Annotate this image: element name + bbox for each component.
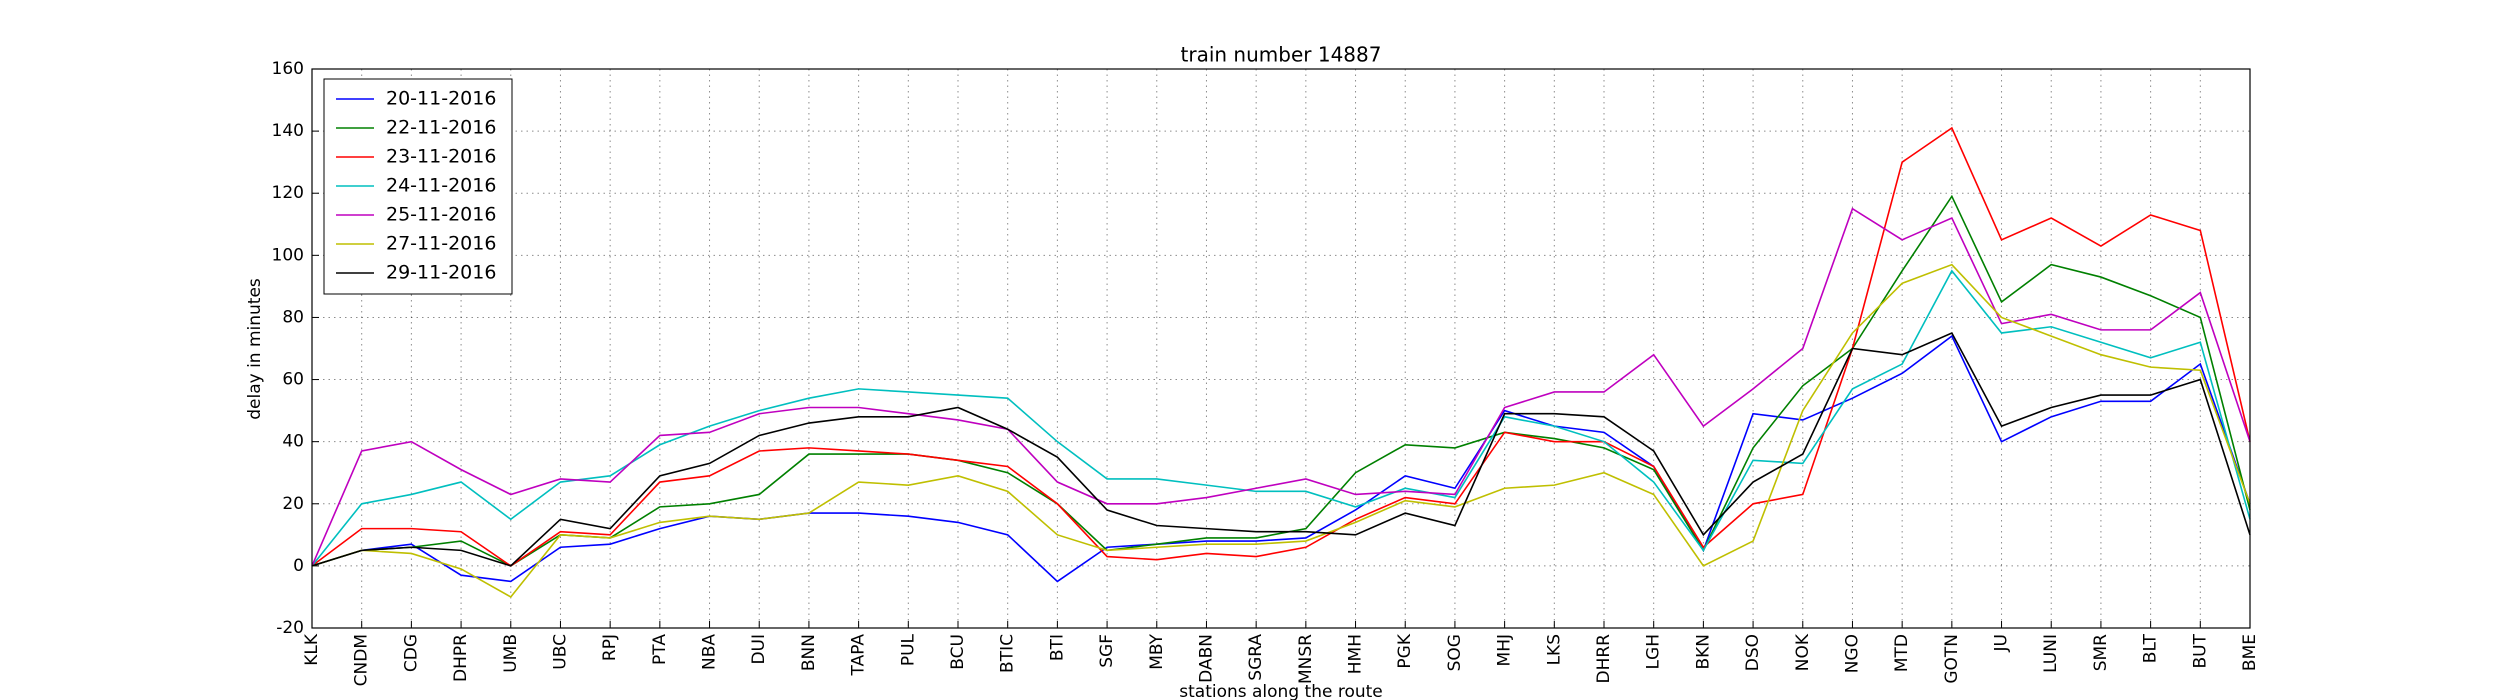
legend-label: 27-11-2016 (386, 233, 496, 255)
y-tick-label: 120 (272, 183, 304, 203)
x-tick-label: SGF (1097, 634, 1117, 668)
x-tick-label: BNN (799, 634, 819, 671)
x-tick-label: DUI (749, 634, 769, 665)
x-tick-label: MHJ (1495, 634, 1515, 666)
legend-label: 24-11-2016 (386, 175, 496, 197)
series-line (311, 207, 2251, 567)
x-tick-label: CNDM (352, 634, 372, 686)
x-tick-label: NOK (1793, 633, 1813, 671)
x-tick-label: BUT (2190, 633, 2210, 668)
y-tick-label: 20 (282, 494, 304, 514)
plot-frame (311, 68, 2251, 629)
x-tick-label: MTD (1892, 634, 1912, 672)
x-tick-label: UBC (550, 634, 570, 670)
x-tick-label: DABN (1196, 634, 1216, 683)
y-axis-label: delay in minutes (245, 278, 265, 420)
legend-label: 20-11-2016 (386, 88, 496, 110)
x-tick-label: TAPA (849, 634, 869, 677)
legend-label: 29-11-2016 (386, 262, 496, 284)
x-tick-label: BCU (948, 634, 968, 670)
x-tick-label: SOG (1445, 634, 1465, 671)
x-tick-label: NBA (700, 634, 720, 670)
x-tick-label: JU (1992, 634, 2012, 652)
x-tick-label: DSO (1743, 634, 1763, 671)
x-tick-label: UMB (501, 634, 521, 673)
x-tick-label: SGRA (1246, 634, 1266, 681)
chart-title: train number 14887 (1181, 43, 1382, 67)
x-tick-label: LGH (1644, 634, 1664, 669)
legend-label: 23-11-2016 (386, 146, 496, 168)
y-tick-label: 0 (293, 556, 304, 576)
series-line (311, 126, 2251, 567)
x-tick-label: LUNI (2041, 634, 2061, 673)
legend-label: 25-11-2016 (386, 204, 496, 226)
x-tick-label: KLK (302, 633, 322, 666)
x-tick-label: PGK (1395, 633, 1415, 668)
series-line (311, 331, 2251, 567)
x-tick-label: BKN (1693, 634, 1713, 670)
x-tick-label: NGO (1842, 634, 1862, 673)
y-tick-label: 40 (282, 432, 304, 452)
series-line (311, 269, 2251, 567)
x-tick-label: HMH (1346, 634, 1366, 674)
x-tick-label: RPJ (600, 634, 620, 661)
y-tick-label: 80 (282, 307, 304, 327)
x-tick-label: PTA (650, 634, 670, 665)
legend-label: 22-11-2016 (386, 117, 496, 139)
x-tick-label: PUL (898, 633, 918, 666)
y-tick-label: 160 (272, 59, 304, 79)
x-tick-label: BLT (2141, 633, 2161, 663)
x-tick-label: BTIC (998, 634, 1018, 673)
y-tick-label: 100 (272, 245, 304, 265)
x-tick-label: LKS (1544, 634, 1564, 665)
x-tick-label: SMR (2091, 634, 2111, 671)
x-tick-label: CDG (401, 634, 421, 672)
x-tick-label: BME (2240, 634, 2260, 671)
y-tick-label: 60 (282, 370, 304, 390)
x-axis-label: stations along the route (1179, 682, 1383, 700)
series-line (311, 263, 2251, 598)
y-tick-label: 140 (272, 121, 304, 141)
x-tick-label: BTI (1047, 634, 1067, 661)
series-line (311, 194, 2251, 567)
x-tick-label: DHRR (1594, 634, 1614, 684)
series-line (311, 334, 2251, 583)
y-tick-label: -20 (276, 618, 304, 638)
x-tick-label: MBY (1147, 633, 1167, 669)
x-tick-label: MNSR (1296, 634, 1316, 684)
x-tick-label: GOTN (1942, 634, 1962, 684)
x-tick-label: DHPR (451, 634, 471, 682)
